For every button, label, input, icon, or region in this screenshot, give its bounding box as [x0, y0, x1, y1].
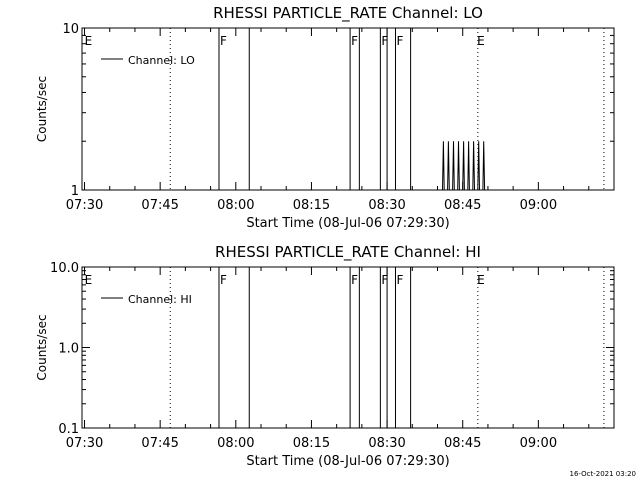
x-tick-label: 08:45 [444, 436, 481, 451]
x-tick-label: 07:45 [141, 436, 178, 451]
y-tick-label: 10 [62, 22, 79, 37]
x-tick-label: 07:30 [66, 436, 103, 451]
flag-label-F: F [220, 34, 227, 48]
flag-label-F: F [381, 34, 388, 48]
y-axis-label: Counts/sec [35, 76, 49, 142]
chart-title: RHESSI PARTICLE_RATE Channel: LO [213, 4, 483, 23]
flag-label-E: E [85, 273, 93, 287]
x-tick-label: 08:15 [293, 436, 330, 451]
y-tick-label: 10.0 [50, 261, 79, 276]
x-axis-label: Start Time (08-Jul-06 07:29:30) [246, 454, 449, 469]
y-axis-label: Counts/sec [35, 314, 49, 380]
flag-label-E: E [477, 34, 485, 48]
series-line [82, 141, 614, 191]
flag-label-E: E [85, 34, 93, 48]
x-tick-label: 07:45 [141, 198, 178, 213]
flag-label-F: F [381, 273, 388, 287]
x-tick-label: 08:00 [217, 198, 254, 213]
chart-title: RHESSI PARTICLE_RATE Channel: HI [215, 243, 481, 262]
y-tick-label: 0.1 [58, 422, 79, 437]
legend-entry: Channel: HI [128, 293, 192, 306]
flag-label-F: F [396, 273, 403, 287]
x-tick-label: 08:30 [368, 198, 405, 213]
x-tick-label: 08:15 [293, 198, 330, 213]
x-tick-label: 08:30 [368, 436, 405, 451]
plot-frame [81, 266, 615, 429]
flag-label-E: E [477, 273, 485, 287]
x-tick-label: 09:00 [520, 198, 557, 213]
plot-frame [81, 27, 615, 191]
y-tick-label: 1.0 [58, 342, 79, 357]
timestamp-label: 16-Oct-2021 03:20 [569, 470, 636, 478]
flag-label-F: F [351, 34, 358, 48]
x-tick-label: 08:00 [217, 436, 254, 451]
y-tick-label: 1 [71, 184, 79, 199]
x-tick-label: 08:45 [444, 198, 481, 213]
chart-panel-2: RHESSI PARTICLE_RATE Channel: HI Counts/s… [35, 243, 615, 469]
flag-label-F: F [351, 273, 358, 287]
chart-panel-1: RHESSI PARTICLE_RATE Channel: LO Counts/s… [35, 4, 615, 231]
flag-label-F: F [396, 34, 403, 48]
legend-entry: Channel: LO [128, 54, 195, 67]
flag-label-F: F [220, 273, 227, 287]
x-axis-label: Start Time (08-Jul-06 07:29:30) [246, 216, 449, 231]
x-tick-label: 07:30 [66, 198, 103, 213]
x-tick-label: 09:00 [520, 436, 557, 451]
